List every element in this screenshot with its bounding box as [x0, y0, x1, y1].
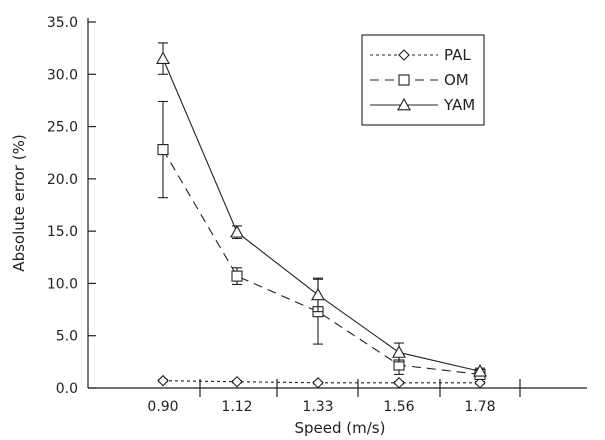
- data-point-pal: [231, 375, 243, 388]
- y-tick-label: 25.0: [47, 120, 78, 136]
- series-line-om: [162, 149, 481, 375]
- x-tick-label: 1.78: [464, 399, 495, 415]
- data-point-pal: [474, 376, 486, 389]
- y-tick-label: 15.0: [47, 224, 78, 240]
- x-tick-label: 1.56: [383, 399, 414, 415]
- y-tick-label: 35.0: [47, 15, 78, 31]
- y-tick-label: 10.0: [47, 276, 78, 292]
- data-point-pal: [157, 374, 169, 387]
- data-point-yam: [230, 225, 244, 238]
- data-point-pal: [393, 376, 405, 389]
- legend-marker-pal: [398, 49, 410, 61]
- data-point-yam: [473, 364, 487, 377]
- data-point-om: [231, 270, 243, 282]
- axes: 0.0 5.0 10.0 15.0 20.0 25.0 30.0 35.0 0.90 1.12 1.…: [47, 15, 587, 415]
- x-tick-label: 1.33: [302, 399, 333, 415]
- legend: PAL OM YAM: [361, 34, 485, 126]
- y-tick-label: 5.0: [56, 329, 78, 345]
- legend-label-om: OM: [444, 71, 469, 89]
- legend-marker-om: [398, 74, 410, 86]
- y-tick-label: 0.0: [56, 381, 78, 397]
- legend-marker-yam: [397, 97, 411, 111]
- data-point-yam: [392, 345, 406, 358]
- series-line-pal: [162, 380, 480, 384]
- x-axis-title: Speed (m/s): [295, 419, 386, 437]
- y-tick-label: 30.0: [47, 67, 78, 83]
- data-point-yam: [311, 287, 325, 301]
- plot-area: [156, 42, 487, 389]
- y-axis-title: Absolute error (%): [10, 134, 28, 271]
- data-point-om: [157, 144, 169, 156]
- legend-label-pal: PAL: [444, 46, 471, 64]
- x-tick-label: 1.12: [221, 399, 252, 415]
- data-point-pal: [312, 376, 324, 389]
- x-tick-label: 0.90: [147, 399, 178, 415]
- data-point-yam: [156, 51, 170, 64]
- y-tick-label: 20.0: [47, 172, 78, 188]
- legend-label-yam: YAM: [443, 96, 475, 114]
